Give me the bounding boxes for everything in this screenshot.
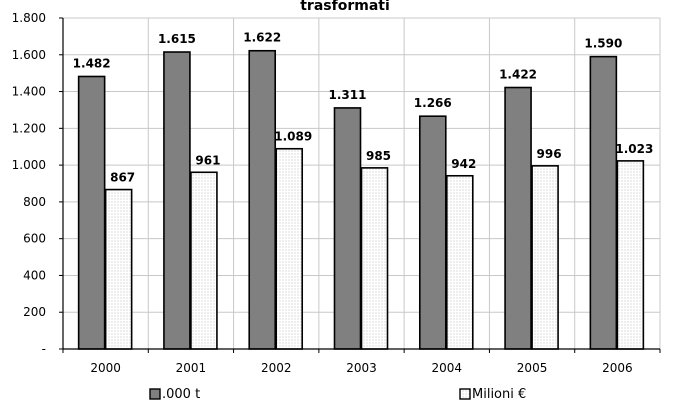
legend-label: Milioni €: [472, 387, 526, 402]
bar-milioni: [445, 174, 474, 350]
legend: .000 t Milioni €: [149, 387, 526, 402]
bar-tonnes: [163, 51, 191, 350]
legend-label: .000 t: [162, 387, 200, 402]
data-label: 1.266: [414, 96, 452, 110]
data-label: 1.089: [274, 130, 312, 144]
gridlines: [63, 17, 661, 349]
y-tick-label: 1.400: [12, 85, 46, 99]
bar-tonnes: [77, 75, 106, 350]
bar-milioni: [360, 167, 389, 350]
x-tick-label: 2005: [517, 361, 548, 375]
data-label: 1.422: [499, 68, 537, 82]
legend-swatch-tonnes: [149, 388, 161, 400]
x-tick-label: 2004: [432, 361, 463, 375]
data-label: 1.590: [584, 37, 622, 51]
x-tick-label: 2006: [602, 361, 633, 375]
x-tick-label: 2001: [176, 361, 207, 375]
y-tick-label: 800: [23, 195, 46, 209]
y-tick-label: -: [42, 342, 46, 356]
data-label: 985: [366, 149, 391, 163]
data-label: 996: [537, 147, 562, 161]
y-tick-label: 1.600: [12, 48, 46, 62]
bar-tonnes: [504, 86, 532, 350]
bar-milioni: [104, 188, 133, 350]
data-label: 942: [451, 157, 476, 171]
data-label: 1.023: [615, 142, 653, 156]
bar-milioni: [616, 160, 645, 350]
y-tick-label: 600: [23, 232, 46, 246]
bar-milioni: [531, 165, 559, 350]
y-tick-label: 400: [23, 268, 46, 282]
data-label: 867: [110, 171, 135, 185]
tick-labels: - 200 400 600 800 1.000 1.200 1.400 1.600 1.800 20…: [12, 11, 633, 375]
data-label: 1.482: [73, 56, 111, 70]
bar-milioni: [275, 147, 304, 350]
bar-tonnes: [248, 49, 277, 350]
data-label: 1.311: [329, 88, 367, 102]
y-tick-label: 1.000: [12, 158, 46, 172]
x-tick-label: 2002: [261, 361, 292, 375]
bar-tonnes: [589, 55, 618, 350]
bar-milioni: [190, 171, 218, 350]
bar-tonnes: [333, 107, 362, 350]
chart-title: trasformati: [300, 0, 390, 14]
y-tick-label: 200: [23, 305, 46, 319]
data-labels: 1.482 867 1.615 961 1.622 1.089 1.311 985 1.266 9…: [73, 31, 654, 185]
bars: [77, 49, 645, 350]
legend-swatch-milioni: [459, 388, 471, 400]
x-tick-label: 2003: [346, 361, 377, 375]
bar-tonnes: [418, 115, 447, 350]
axes: [59, 17, 661, 353]
y-tick-label: 1.200: [12, 121, 46, 135]
data-label: 1.615: [158, 32, 196, 46]
data-label: 961: [195, 153, 220, 167]
x-tick-label: 2000: [90, 361, 121, 375]
y-tick-label: 1.800: [12, 11, 46, 25]
data-label: 1.622: [243, 31, 281, 45]
